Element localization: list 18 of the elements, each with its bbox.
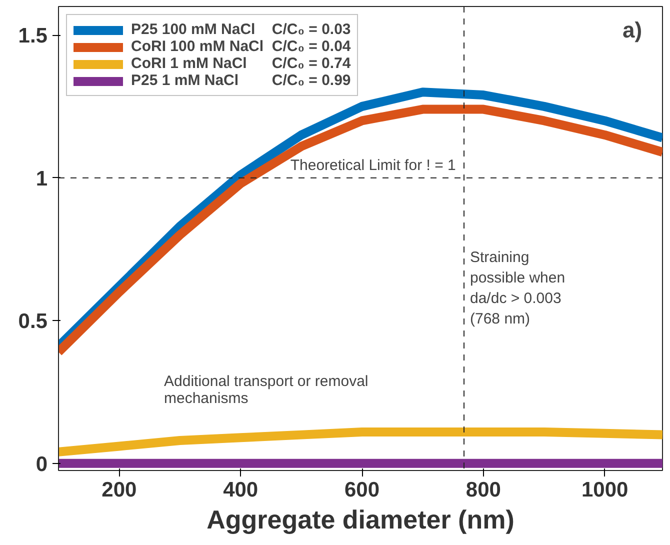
legend-label: P25 1 mM NaCl C/C₀ = 0.99: [131, 72, 351, 89]
ref-line-label: Theoretical Limit for ! = 1: [290, 156, 456, 174]
annotation: a): [622, 18, 642, 42]
x-tick-label: 200: [102, 478, 137, 502]
ref-line-label: Straining possible when da/dc > 0.003 (768 nm): [470, 249, 566, 328]
x-tick-label: 400: [223, 478, 258, 502]
legend-label: P25 100 mM NaCl C/C₀ = 0.03: [131, 21, 351, 38]
y-tick-label: 0.5: [18, 310, 48, 334]
y-tick-label: 0: [36, 452, 48, 476]
x-axis-title: Aggregate diameter (nm): [206, 504, 514, 534]
x-tick-label: 1000: [581, 478, 628, 502]
annotation: Additional transport or removal mechanisms: [164, 373, 368, 407]
y-tick-label: 1: [36, 167, 48, 190]
x-tick-label: 800: [466, 478, 501, 502]
y-tick-label: 1.5: [18, 24, 48, 48]
x-tick-label: 600: [344, 478, 380, 502]
legend-label: CoRI 100 mM NaCl C/C₀ = 0.04: [131, 38, 351, 55]
legend-label: CoRI 1 mM NaCl C/C₀ = 0.74: [131, 55, 351, 72]
